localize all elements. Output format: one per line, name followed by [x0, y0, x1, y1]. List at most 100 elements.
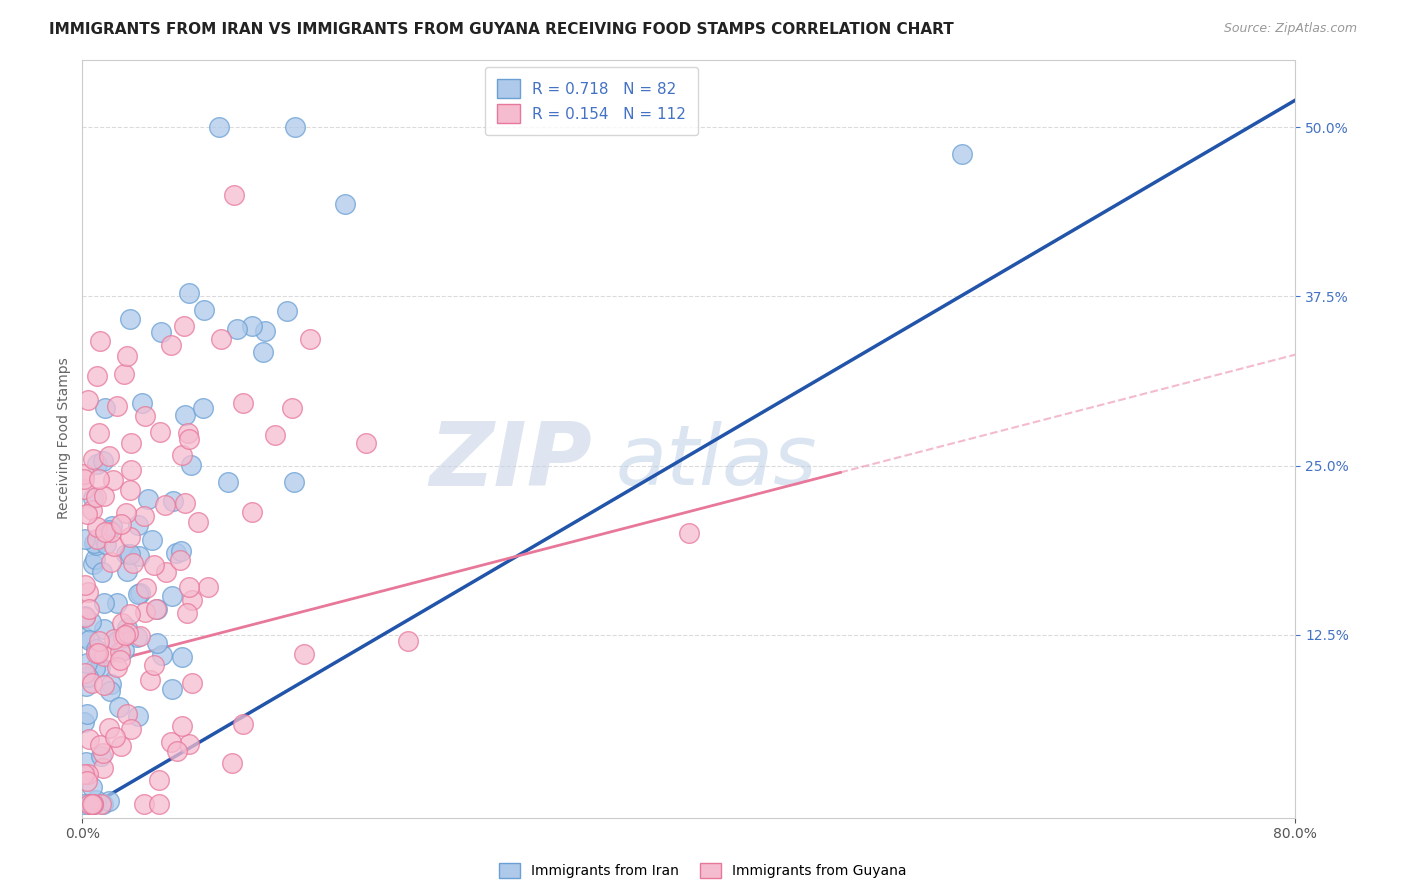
- Point: [93, 489, 115, 503]
- Point: [145, 602, 167, 616]
- Point: [172, 649, 194, 664]
- Point: [177, 433, 200, 447]
- Point: [84, 641, 107, 656]
- Point: [82, 797, 104, 811]
- Point: [76, 774, 98, 789]
- Point: [104, 730, 127, 744]
- Point: [77, 392, 100, 407]
- Legend: Immigrants from Iran, Immigrants from Guyana: Immigrants from Iran, Immigrants from Gu…: [492, 856, 914, 885]
- Text: IMMIGRANTS FROM IRAN VS IMMIGRANTS FROM GUYANA RECEIVING FOOD STAMPS CORRELATION: IMMIGRANTS FROM IRAN VS IMMIGRANTS FROM …: [49, 22, 953, 37]
- Point: [91, 761, 114, 775]
- Point: [177, 580, 200, 594]
- Point: [142, 558, 165, 572]
- Point: [224, 188, 246, 202]
- Point: [84, 646, 107, 660]
- Point: [172, 448, 194, 462]
- Point: [101, 473, 124, 487]
- Point: [73, 797, 96, 811]
- Point: [83, 797, 105, 811]
- Point: [110, 644, 132, 658]
- Point: [187, 516, 209, 530]
- Point: [94, 525, 117, 540]
- Point: [136, 492, 159, 507]
- Point: [87, 646, 110, 660]
- Point: [252, 345, 274, 359]
- Point: [169, 544, 191, 558]
- Point: [134, 508, 156, 523]
- Point: [120, 547, 142, 561]
- Point: [105, 596, 128, 610]
- Point: [125, 630, 148, 644]
- Point: [117, 706, 139, 721]
- Point: [97, 449, 120, 463]
- Point: [240, 505, 263, 519]
- Point: [83, 661, 105, 675]
- Point: [242, 319, 264, 334]
- Point: [75, 578, 97, 592]
- Point: [93, 622, 115, 636]
- Point: [73, 472, 96, 486]
- Point: [298, 332, 321, 346]
- Point: [165, 546, 187, 560]
- Point: [83, 536, 105, 550]
- Point: [101, 519, 124, 533]
- Point: [91, 565, 114, 579]
- Point: [160, 681, 183, 696]
- Point: [174, 495, 197, 509]
- Point: [93, 596, 115, 610]
- Point: [86, 368, 108, 383]
- Point: [149, 425, 172, 439]
- Point: [87, 634, 110, 648]
- Point: [146, 602, 169, 616]
- Point: [129, 628, 152, 642]
- Point: [225, 322, 247, 336]
- Point: [134, 409, 156, 423]
- Point: [112, 643, 135, 657]
- Point: [111, 631, 134, 645]
- Point: [89, 472, 111, 486]
- Point: [77, 585, 100, 599]
- Point: [155, 565, 177, 579]
- Point: [118, 530, 141, 544]
- Point: [94, 401, 117, 415]
- Point: [84, 490, 107, 504]
- Point: [90, 749, 112, 764]
- Point: [208, 120, 231, 135]
- Point: [263, 427, 285, 442]
- Point: [77, 797, 100, 811]
- Point: [75, 679, 97, 693]
- Point: [276, 303, 298, 318]
- Point: [127, 587, 149, 601]
- Point: [283, 475, 305, 489]
- Point: [191, 401, 214, 415]
- Point: [160, 735, 183, 749]
- Point: [120, 463, 142, 477]
- Point: [180, 676, 202, 690]
- Point: [91, 746, 114, 760]
- Point: [127, 709, 149, 723]
- Point: [83, 552, 105, 566]
- Point: [107, 633, 129, 648]
- Point: [280, 401, 302, 416]
- Point: [73, 631, 96, 645]
- Point: [115, 506, 138, 520]
- Point: [169, 553, 191, 567]
- Point: [98, 794, 121, 808]
- Point: [232, 396, 254, 410]
- Point: [73, 482, 96, 496]
- Point: [118, 312, 141, 326]
- Y-axis label: Receiving Food Stamps: Receiving Food Stamps: [58, 358, 72, 519]
- Point: [333, 196, 356, 211]
- Point: [73, 467, 96, 482]
- Point: [76, 656, 98, 670]
- Point: [232, 716, 254, 731]
- Point: [253, 324, 276, 338]
- Point: [396, 633, 419, 648]
- Point: [80, 780, 103, 794]
- Point: [139, 673, 162, 687]
- Point: [128, 549, 150, 563]
- Point: [209, 332, 232, 346]
- Point: [75, 665, 97, 680]
- Point: [128, 586, 150, 600]
- Point: [120, 436, 142, 450]
